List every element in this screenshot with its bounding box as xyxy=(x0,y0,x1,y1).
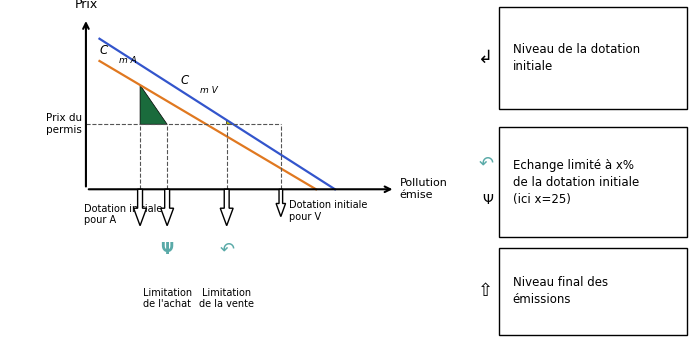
Polygon shape xyxy=(276,189,286,217)
Polygon shape xyxy=(227,120,234,124)
Text: Prix: Prix xyxy=(74,0,98,11)
Text: Ψ: Ψ xyxy=(482,193,493,207)
Text: Pollution
émise: Pollution émise xyxy=(400,178,448,200)
Text: ↶: ↶ xyxy=(219,240,234,258)
Text: Dotation initiale
pour V: Dotation initiale pour V xyxy=(290,200,368,222)
Text: Echange limité à x%
de la dotation initiale
(ici x=25): Echange limité à x% de la dotation initi… xyxy=(513,158,639,206)
FancyBboxPatch shape xyxy=(499,248,687,335)
Text: Niveau final des
émissions: Niveau final des émissions xyxy=(513,276,608,306)
Text: Limitation
de la vente: Limitation de la vente xyxy=(199,288,254,309)
Text: ↲: ↲ xyxy=(478,49,493,67)
Text: C: C xyxy=(100,44,107,57)
Text: Dotation initiale
pour A: Dotation initiale pour A xyxy=(85,204,163,225)
FancyBboxPatch shape xyxy=(499,7,687,109)
Text: Prix du
permis: Prix du permis xyxy=(46,114,82,135)
Text: C: C xyxy=(181,74,189,87)
Text: ⇧: ⇧ xyxy=(478,282,493,300)
Polygon shape xyxy=(220,189,233,226)
Polygon shape xyxy=(161,189,173,226)
Text: ↶: ↶ xyxy=(478,155,493,173)
Text: m V: m V xyxy=(200,86,218,95)
FancyBboxPatch shape xyxy=(499,127,687,237)
Text: Limitation
de l'achat: Limitation de l'achat xyxy=(143,288,192,309)
Text: Niveau de la dotation
initiale: Niveau de la dotation initiale xyxy=(513,43,640,73)
Polygon shape xyxy=(134,189,146,226)
Text: Ψ: Ψ xyxy=(161,242,174,257)
Polygon shape xyxy=(140,85,167,124)
Text: m A: m A xyxy=(119,56,137,66)
